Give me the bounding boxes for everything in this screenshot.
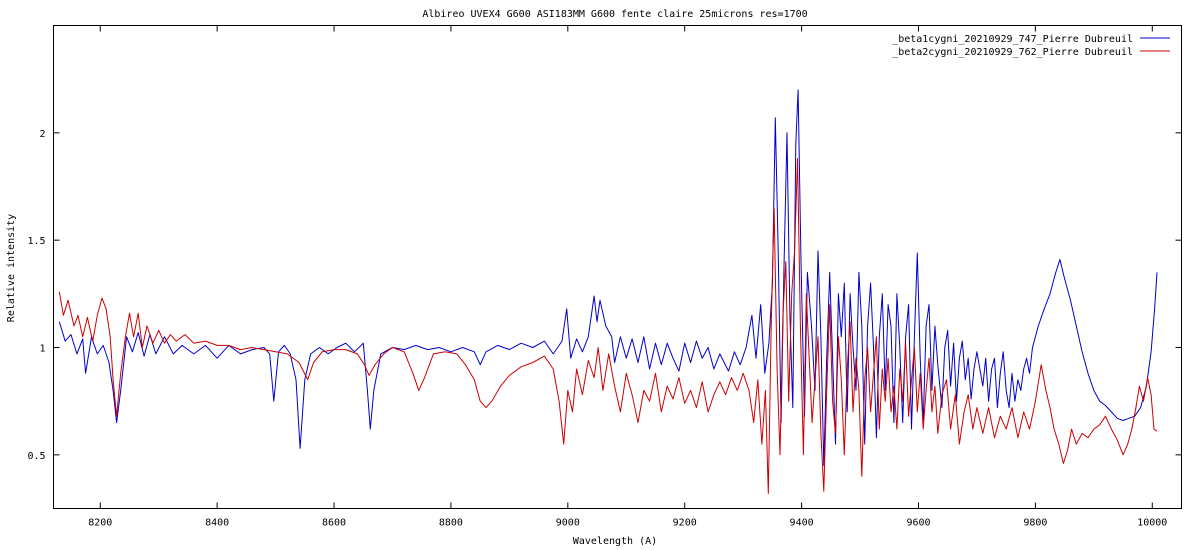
x-tick-label: 8600 (322, 518, 346, 529)
y-tick-label: 1 (39, 344, 45, 355)
y-tick-label: 2 (39, 129, 45, 140)
x-tick-label: 8800 (439, 518, 463, 529)
legend-label: _beta2cygni_20210929_762_Pierre Dubreuil (892, 47, 1133, 58)
chart-title: Albireo UVEX4 G600 ASI183MM G600 fente c… (422, 9, 807, 20)
x-tick-label: 9200 (673, 518, 697, 529)
series-line-2 (58, 158, 1158, 494)
x-tick-label: 9400 (790, 518, 814, 529)
x-axis-ticks: 8200 8400 8600 8800 9000 9200 9400 9600 9800 1000… (88, 25, 1167, 529)
y-tick-label: 0.5 (27, 451, 45, 462)
x-tick-label: 10000 (1137, 518, 1167, 529)
x-tick-label: 9600 (906, 518, 930, 529)
x-tick-label: 9800 (1023, 518, 1047, 529)
plot-frame (53, 25, 1182, 509)
y-axis-label: Relative intensity (6, 214, 17, 322)
y-tick-label: 1.5 (27, 236, 45, 247)
legend-label: _beta1cygni_20210929_747_Pierre Dubreuil (892, 34, 1133, 45)
plot-area (58, 89, 1158, 494)
y-axis-ticks: 0.5 1 1.5 2 (27, 129, 1182, 462)
x-tick-label: 8200 (88, 518, 112, 529)
x-tick-label: 9000 (556, 518, 580, 529)
legend: _beta1cygni_20210929_747_Pierre Dubreuil… (892, 34, 1170, 58)
series-line-1 (58, 89, 1158, 467)
x-axis-label: Wavelength (A) (573, 536, 657, 547)
x-tick-label: 8400 (205, 518, 229, 529)
